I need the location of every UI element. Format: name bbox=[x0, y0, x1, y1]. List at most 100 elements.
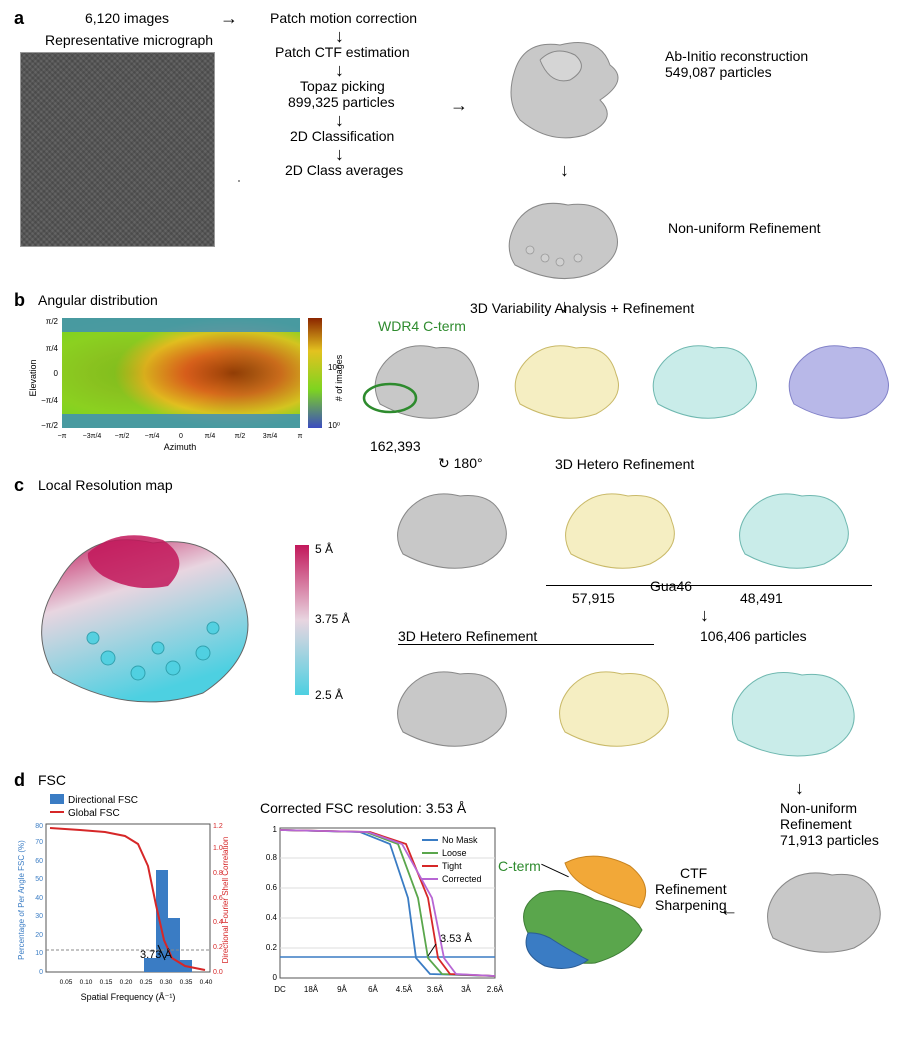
svg-text:0: 0 bbox=[179, 433, 183, 440]
variability-structure-4 bbox=[772, 326, 902, 436]
hetero1-title: 3D Hetero Refinement bbox=[555, 456, 694, 472]
svg-text:0.20: 0.20 bbox=[120, 979, 133, 986]
svg-text:70: 70 bbox=[35, 839, 43, 846]
svg-text:4.5Å: 4.5Å bbox=[396, 985, 413, 994]
workflow-step2: Patch CTF estimation bbox=[275, 44, 410, 60]
localres-title: Local Resolution map bbox=[38, 477, 173, 493]
svg-text:Elevation: Elevation bbox=[28, 359, 38, 396]
svg-text:1: 1 bbox=[273, 825, 278, 834]
variability-title: 3D Variability Analysis + Refinement bbox=[470, 300, 694, 316]
svg-text:π/2: π/2 bbox=[46, 317, 59, 326]
variability-structure-1 bbox=[358, 326, 494, 436]
variability-structure-2 bbox=[498, 326, 634, 436]
svg-text:0.2: 0.2 bbox=[213, 944, 223, 951]
abinitio-structure bbox=[490, 20, 640, 160]
svg-text:0: 0 bbox=[54, 369, 59, 378]
workflow-step4: 2D Classification bbox=[290, 128, 394, 144]
count-57915: 57,915 bbox=[572, 590, 615, 606]
svg-text:40: 40 bbox=[35, 895, 43, 902]
svg-text:No Mask: No Mask bbox=[442, 835, 478, 845]
svg-text:80: 80 bbox=[35, 823, 43, 830]
svg-text:0.8: 0.8 bbox=[266, 853, 278, 862]
svg-text:0.4: 0.4 bbox=[266, 913, 278, 922]
panel-c-label: c bbox=[14, 475, 24, 496]
fsc-right-title: Corrected FSC resolution: 3.53 Å bbox=[260, 800, 466, 816]
svg-text:Loose: Loose bbox=[442, 848, 467, 858]
arrow-right-icon: → bbox=[450, 95, 468, 116]
svg-text:0.40: 0.40 bbox=[200, 979, 213, 986]
abinitio-label1: Ab-Initio reconstruction bbox=[665, 48, 808, 64]
workflow-step5: 2D Class averages bbox=[285, 162, 403, 178]
hetero2-title: 3D Hetero Refinement bbox=[398, 628, 537, 644]
svg-text:−π: −π bbox=[58, 433, 67, 440]
svg-text:0.35: 0.35 bbox=[180, 979, 193, 986]
svg-text:0: 0 bbox=[39, 969, 43, 976]
micrograph-title: Representative micrograph bbox=[45, 32, 213, 48]
svg-text:30: 30 bbox=[35, 913, 43, 920]
angular-heatmap: Elevation Azimuth # of images π/2 π/4 0 … bbox=[20, 310, 350, 460]
final-nu3: 71,913 particles bbox=[780, 832, 879, 848]
svg-text:3Å: 3Å bbox=[461, 985, 471, 994]
final-nu1: Non-uniform bbox=[780, 800, 857, 816]
svg-text:Azimuth: Azimuth bbox=[164, 442, 197, 452]
svg-text:1.0: 1.0 bbox=[213, 845, 223, 852]
svg-text:−π/2: −π/2 bbox=[41, 421, 58, 430]
svg-text:# of images: # of images bbox=[334, 354, 344, 401]
svg-text:π/4: π/4 bbox=[46, 344, 59, 353]
gua46-label: Gua46 bbox=[650, 578, 692, 594]
final-nu-structure bbox=[748, 850, 898, 975]
hetero1-structure-1 bbox=[378, 472, 528, 587]
images-count: 6,120 images bbox=[85, 10, 169, 26]
svg-text:3.6Å: 3.6Å bbox=[427, 985, 444, 994]
svg-text:0.25: 0.25 bbox=[140, 979, 153, 986]
svg-text:18Å: 18Å bbox=[304, 985, 319, 994]
svg-text:DC: DC bbox=[274, 985, 286, 994]
count-162393: 162,393 bbox=[370, 438, 421, 454]
workflow-step3a: Topaz picking bbox=[300, 78, 385, 94]
fsc-title: FSC bbox=[38, 772, 66, 788]
svg-text:−3π/4: −3π/4 bbox=[83, 433, 102, 440]
svg-text:π: π bbox=[298, 433, 303, 440]
svg-text:3.73 Å: 3.73 Å bbox=[140, 948, 172, 961]
svg-text:Tight: Tight bbox=[442, 861, 462, 871]
svg-text:Corrected: Corrected bbox=[442, 874, 482, 884]
svg-text:−π/4: −π/4 bbox=[41, 396, 58, 405]
arrow-down-icon: ↓ bbox=[795, 778, 804, 799]
final-nu2: Refinement bbox=[780, 816, 852, 832]
svg-text:Global FSC: Global FSC bbox=[68, 808, 120, 819]
arrow-down-icon: ↓ bbox=[700, 605, 709, 626]
localres-structure bbox=[18, 498, 278, 733]
class2d-grid bbox=[238, 180, 424, 287]
svg-text:0.4: 0.4 bbox=[213, 919, 223, 926]
class2d-image bbox=[238, 180, 240, 182]
cbar-25a: 2.5 Å bbox=[315, 688, 343, 702]
svg-text:Percentage of Per Angle FSC (%: Percentage of Per Angle FSC (%) bbox=[17, 840, 26, 960]
svg-text:−π/4: −π/4 bbox=[145, 433, 160, 440]
workflow-step1: Patch motion correction bbox=[270, 10, 417, 26]
cbar-5a: 5 Å bbox=[315, 542, 333, 556]
svg-text:π/2: π/2 bbox=[235, 433, 246, 440]
svg-text:0.6: 0.6 bbox=[213, 895, 223, 902]
svg-text:1.2: 1.2 bbox=[213, 823, 223, 830]
hetero2-structure-1 bbox=[378, 650, 528, 765]
svg-text:π/4: π/4 bbox=[205, 433, 216, 440]
svg-text:50: 50 bbox=[35, 876, 43, 883]
fsc-right-chart: No Mask Loose Tight Corrected 3.53 Å 00.… bbox=[250, 818, 510, 1008]
hetero2-structure-2 bbox=[540, 650, 690, 765]
svg-text:2.6Å: 2.6Å bbox=[487, 985, 504, 994]
hetero2-count: 106,406 particles bbox=[700, 628, 807, 644]
localres-colorbar bbox=[295, 545, 309, 695]
svg-text:6Å: 6Å bbox=[368, 985, 378, 994]
svg-text:0.05: 0.05 bbox=[60, 979, 73, 986]
ctf1: CTF bbox=[680, 865, 707, 881]
rotate-icon: ↻ 180° bbox=[438, 455, 483, 472]
micrograph-image bbox=[20, 52, 215, 247]
fsc-left-chart: Directional FSC Global FSC 3.73 Å Percen… bbox=[10, 790, 240, 1005]
svg-text:3.53 Å: 3.53 Å bbox=[440, 932, 472, 945]
svg-text:10: 10 bbox=[35, 950, 43, 957]
svg-text:0.6: 0.6 bbox=[266, 883, 278, 892]
arrow-right-icon: → bbox=[220, 8, 238, 29]
angular-title: Angular distribution bbox=[38, 292, 158, 308]
count-48491: 48,491 bbox=[740, 590, 783, 606]
nonuniform-structure bbox=[490, 180, 640, 295]
